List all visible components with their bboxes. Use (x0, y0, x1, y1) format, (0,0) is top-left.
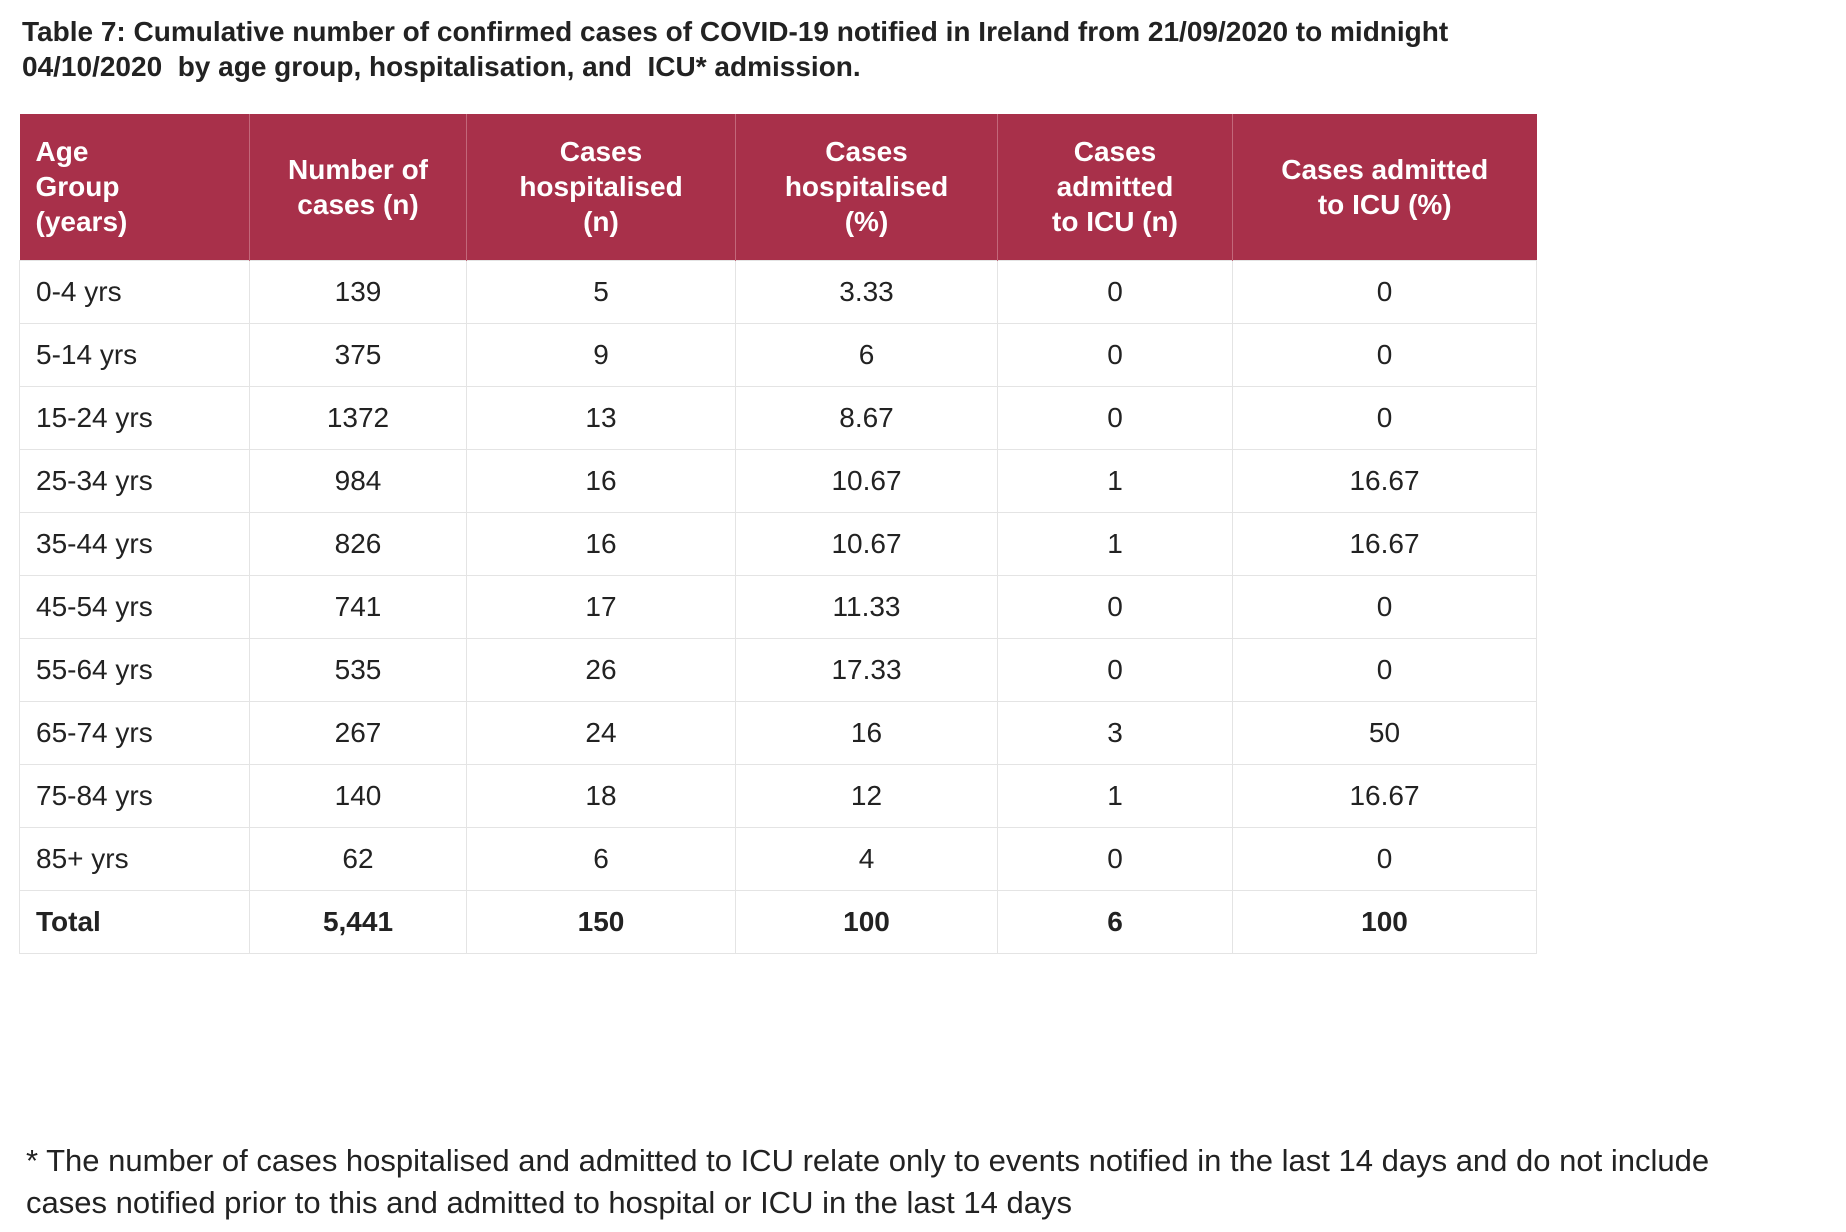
table-row: 35-44 yrs 826 16 10.67 1 16.67 (19, 511, 1537, 576)
caption-line-1: Table 7: Cumulative number of confirmed … (22, 16, 1449, 47)
cell-hospitalised-pct: 12 (735, 763, 998, 828)
cell-age-group: 0-4 yrs (19, 259, 250, 324)
cell-hospitalised-n: 16 (466, 448, 736, 513)
cell-hospitalised-pct: 8.67 (735, 385, 998, 450)
cell-age-group: 45-54 yrs (19, 574, 250, 639)
table-row: 75-84 yrs 140 18 12 1 16.67 (19, 763, 1537, 828)
cell-icu-n: 1 (997, 448, 1233, 513)
cell-hospitalised-pct: 10.67 (735, 511, 998, 576)
header-number-of-cases: Number of cases (n) (249, 114, 467, 260)
table-caption: Table 7: Cumulative number of confirmed … (22, 14, 1582, 84)
cell-icu-n: 1 (997, 763, 1233, 828)
cell-hospitalised-pct: 6 (735, 322, 998, 387)
cell-number-of-cases: 535 (249, 637, 467, 702)
cell-hospitalised-pct: 4 (735, 826, 998, 891)
cell-age-group: Total (19, 889, 250, 954)
cases-table: Age Group (years) Number of cases (n) Ca… (19, 114, 1537, 954)
cell-hospitalised-n: 26 (466, 637, 736, 702)
cell-hospitalised-pct: 100 (735, 889, 998, 954)
cell-number-of-cases: 826 (249, 511, 467, 576)
cell-age-group: 75-84 yrs (19, 763, 250, 828)
table-row: 45-54 yrs 741 17 11.33 0 0 (19, 574, 1537, 639)
cell-icu-pct: 100 (1232, 889, 1537, 954)
cell-hospitalised-pct: 16 (735, 700, 998, 765)
table-row: 5-14 yrs 375 9 6 0 0 (19, 322, 1537, 387)
cell-icu-n: 3 (997, 700, 1233, 765)
table-row: 25-34 yrs 984 16 10.67 1 16.67 (19, 448, 1537, 513)
cell-icu-pct: 0 (1232, 574, 1537, 639)
footnote-line-2: cases notified prior to this and admitte… (26, 1185, 1072, 1220)
cell-hospitalised-n: 150 (466, 889, 736, 954)
cell-age-group: 5-14 yrs (19, 322, 250, 387)
cell-hospitalised-n: 24 (466, 700, 736, 765)
cell-number-of-cases: 375 (249, 322, 467, 387)
header-cases-icu-n: Cases admitted to ICU (n) (997, 114, 1233, 260)
total-row: Total 5,441 150 100 6 100 (19, 889, 1537, 954)
header-age-group: Age Group (years) (19, 114, 250, 260)
cell-icu-pct: 0 (1232, 637, 1537, 702)
cell-number-of-cases: 741 (249, 574, 467, 639)
table-row: 55-64 yrs 535 26 17.33 0 0 (19, 637, 1537, 702)
cell-number-of-cases: 1372 (249, 385, 467, 450)
table-row: 65-74 yrs 267 24 16 3 50 (19, 700, 1537, 765)
cell-icu-n: 0 (997, 385, 1233, 450)
cell-hospitalised-n: 13 (466, 385, 736, 450)
cell-icu-n: 0 (997, 574, 1233, 639)
cell-hospitalised-n: 18 (466, 763, 736, 828)
cell-number-of-cases: 267 (249, 700, 467, 765)
cell-icu-pct: 50 (1232, 700, 1537, 765)
cell-number-of-cases: 140 (249, 763, 467, 828)
cell-hospitalised-pct: 17.33 (735, 637, 998, 702)
cell-icu-pct: 16.67 (1232, 511, 1537, 576)
cell-icu-pct: 0 (1232, 385, 1537, 450)
cell-hospitalised-n: 9 (466, 322, 736, 387)
cell-hospitalised-n: 6 (466, 826, 736, 891)
header-cases-hospitalised-n: Cases hospitalised (n) (466, 114, 736, 260)
cell-icu-n: 0 (997, 637, 1233, 702)
table-row: 0-4 yrs 139 5 3.33 0 0 (19, 259, 1537, 324)
header-cases-hospitalised-pct: Cases hospitalised (%) (735, 114, 998, 260)
table-row: 85+ yrs 62 6 4 0 0 (19, 826, 1537, 891)
footnote: * The number of cases hospitalised and a… (26, 1140, 1826, 1224)
cell-icu-n: 6 (997, 889, 1233, 954)
cell-age-group: 85+ yrs (19, 826, 250, 891)
cell-age-group: 25-34 yrs (19, 448, 250, 513)
cell-age-group: 65-74 yrs (19, 700, 250, 765)
table-row: 15-24 yrs 1372 13 8.67 0 0 (19, 385, 1537, 450)
cell-hospitalised-pct: 11.33 (735, 574, 998, 639)
table-header: Age Group (years) Number of cases (n) Ca… (19, 114, 1537, 260)
cell-hospitalised-pct: 10.67 (735, 448, 998, 513)
cell-icu-n: 1 (997, 511, 1233, 576)
cell-hospitalised-n: 17 (466, 574, 736, 639)
header-row: Age Group (years) Number of cases (n) Ca… (19, 114, 1537, 260)
cell-icu-n: 0 (997, 259, 1233, 324)
table-body: 0-4 yrs 139 5 3.33 0 0 5-14 yrs 375 9 6 0 0 15-24 yr… (19, 259, 1537, 954)
footnote-line-1: * The number of cases hospitalised and a… (26, 1143, 1710, 1178)
cell-icu-n: 0 (997, 826, 1233, 891)
cell-icu-pct: 16.67 (1232, 448, 1537, 513)
cell-icu-pct: 16.67 (1232, 763, 1537, 828)
cell-hospitalised-pct: 3.33 (735, 259, 998, 324)
cell-age-group: 35-44 yrs (19, 511, 250, 576)
cell-number-of-cases: 984 (249, 448, 467, 513)
cell-number-of-cases: 5,441 (249, 889, 467, 954)
cell-number-of-cases: 139 (249, 259, 467, 324)
cell-icu-n: 0 (997, 322, 1233, 387)
cell-hospitalised-n: 16 (466, 511, 736, 576)
cell-icu-pct: 0 (1232, 322, 1537, 387)
cell-icu-pct: 0 (1232, 259, 1537, 324)
cell-age-group: 15-24 yrs (19, 385, 250, 450)
cell-icu-pct: 0 (1232, 826, 1537, 891)
cell-number-of-cases: 62 (249, 826, 467, 891)
cell-age-group: 55-64 yrs (19, 637, 250, 702)
caption-line-2: 04/10/2020 by age group, hospitalisation… (22, 51, 861, 82)
header-cases-icu-pct: Cases admitted to ICU (%) (1232, 114, 1537, 260)
cell-hospitalised-n: 5 (466, 259, 736, 324)
